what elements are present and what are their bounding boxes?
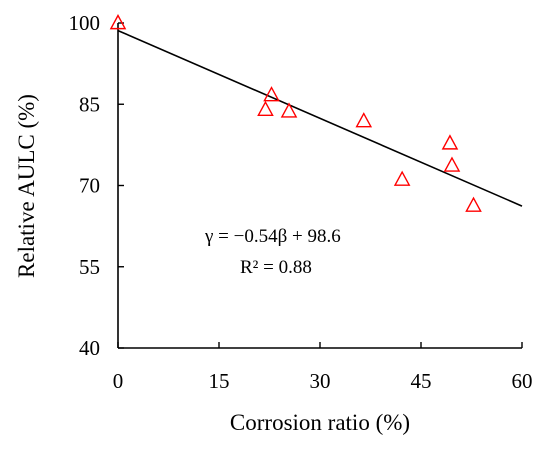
r-squared-annotation: R² = 0.88: [240, 257, 312, 278]
data-point-marker: [355, 112, 373, 128]
x-tick-label: 30: [310, 369, 331, 393]
data-point-marker: [441, 134, 459, 150]
x-tick-label: 60: [512, 369, 533, 393]
y-tick-label: 70: [79, 174, 100, 198]
data-point-marker: [443, 156, 461, 172]
x-tick-label: 0: [113, 369, 124, 393]
y-axis-title: Relative AULC (%): [14, 94, 39, 278]
y-tick-label: 40: [79, 336, 100, 360]
x-tick-label: 15: [209, 369, 230, 393]
x-tick-label: 45: [411, 369, 432, 393]
equation-annotation: γ = −0.54β + 98.6: [204, 226, 341, 247]
markers-group: [109, 14, 482, 212]
data-point-marker: [465, 196, 482, 212]
data-point-marker: [257, 100, 274, 116]
fit-line: [117, 29, 523, 207]
y-tick-label: 55: [79, 255, 100, 279]
x-axis-title: Corrosion ratio (%): [230, 410, 410, 435]
data-point-marker: [393, 170, 411, 186]
data-point-marker: [109, 14, 127, 30]
data-point-marker: [280, 102, 298, 118]
y-tick-label: 85: [79, 92, 100, 116]
fit-line-group: [117, 29, 523, 207]
y-tick-label: 100: [69, 11, 101, 35]
data-point-marker: [263, 86, 280, 102]
axes: 0 15 30 45 60 40 55 70 85 100: [69, 11, 533, 393]
